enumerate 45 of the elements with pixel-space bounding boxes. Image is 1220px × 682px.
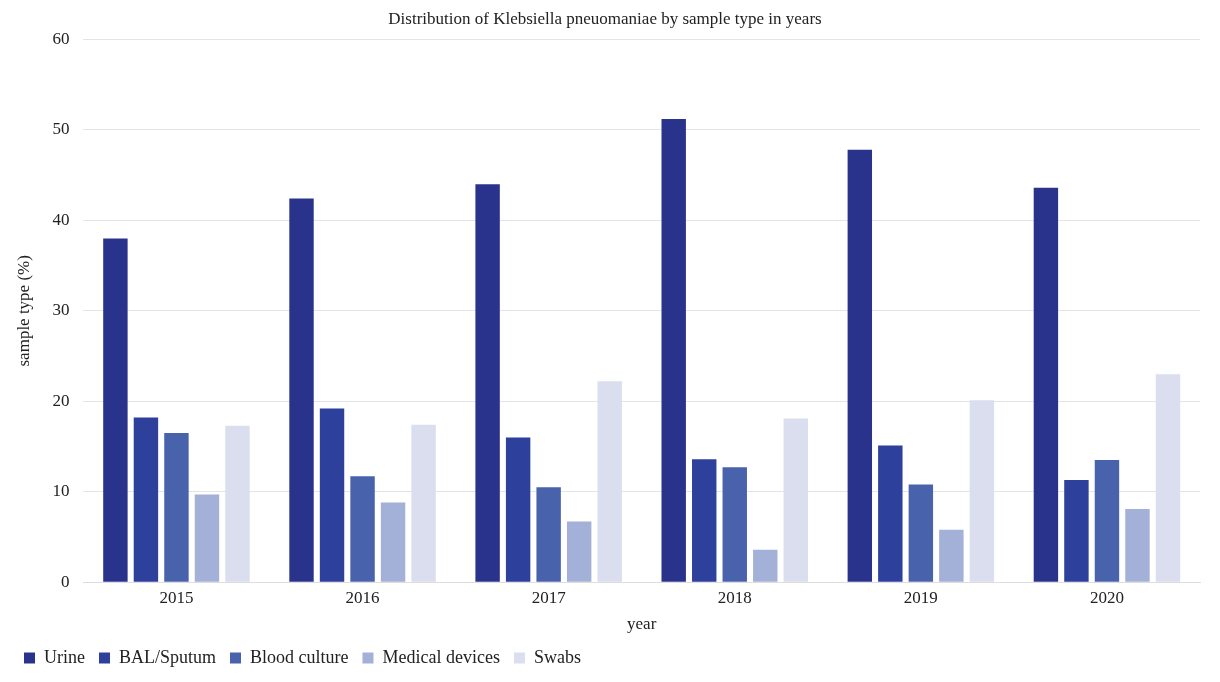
bar: [350, 476, 375, 582]
bar: [1064, 479, 1089, 582]
bar: [722, 467, 747, 582]
bar: [878, 445, 903, 582]
bar: [847, 149, 873, 582]
y-tick-label: 10: [52, 481, 70, 501]
legend-label: Urine: [44, 646, 85, 667]
chart-title: Distribution of Klebsiella pneuomaniae by sample type in years: [388, 8, 822, 28]
y-tick-label: 30: [52, 300, 70, 320]
bar: [661, 119, 686, 582]
legend-label: BAL/Sputum: [118, 646, 216, 667]
bar: [289, 198, 314, 582]
x-axis-title: year: [627, 614, 657, 634]
bar: [566, 521, 592, 582]
bar: [908, 484, 934, 582]
y-axis-title: sample type (%): [13, 255, 33, 367]
y-tick-label: 0: [60, 571, 70, 591]
x-tick-label: 2020: [1089, 587, 1124, 607]
bar: [133, 417, 159, 582]
x-tick-label: 2015: [159, 587, 194, 607]
y-tick-label: 40: [52, 209, 70, 229]
y-tick-label: 60: [52, 28, 70, 48]
bar: [475, 184, 500, 582]
bar: [1125, 508, 1150, 582]
y-tick-label: 20: [52, 390, 70, 410]
bar: [1094, 460, 1120, 582]
legend-label: Swabs: [533, 646, 581, 667]
bar: [319, 408, 345, 582]
bar: [939, 529, 964, 582]
x-tick-label: 2016: [345, 587, 380, 607]
x-tick-label: 2019: [903, 587, 938, 607]
x-tick-label: 2018: [717, 587, 752, 607]
bar: [194, 494, 220, 582]
bar: [380, 502, 406, 582]
bar: [536, 487, 561, 582]
bar: [692, 459, 717, 582]
bar: [164, 432, 189, 582]
legend-label: Blood culture: [250, 646, 349, 667]
bar: [103, 238, 128, 582]
bar: [505, 437, 531, 582]
bar: [753, 549, 778, 582]
y-tick-label: 50: [52, 119, 70, 139]
x-tick-label: 2017: [531, 587, 567, 607]
bar: [1033, 187, 1059, 582]
legend-label: Medical devices: [382, 646, 500, 667]
